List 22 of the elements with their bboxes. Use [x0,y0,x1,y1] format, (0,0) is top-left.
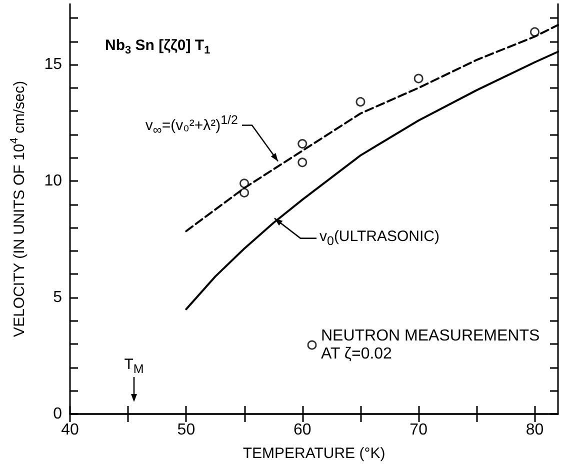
point [240,178,250,188]
x-tick-label: 70 [410,422,428,438]
y-tick-label: 5 [53,289,62,306]
annotation: v$_{∞}$=(v₀²+λ²)$^{1/2}$ [145,112,238,137]
x-tick-label: 80 [526,422,544,438]
point [298,139,308,149]
point [530,27,540,37]
x-tick-label: 40 [61,422,79,438]
x-tick-label: 50 [177,422,196,438]
y-tick-label: 15 [44,56,62,74]
point [356,97,366,107]
y-tick-label: 0 [53,406,62,422]
annotation: v$_{0}$(ULTRASONIC) [319,228,440,248]
x-tick-label: 60 [293,422,312,438]
y-axis-title: VELOCITY (IN UNITS OF 104 cm/sec) [8,80,28,337]
y-tick-label: 10 [44,172,62,190]
x-axis-title: TEMPERATURE (°K) [242,445,386,462]
point [298,158,308,168]
point [414,74,424,84]
annotation: T$_{M}$ [124,356,144,376]
legend-label: NEUTRON MEASUREMENTS AT ζ=0.02 [321,328,544,362]
point [240,188,250,198]
